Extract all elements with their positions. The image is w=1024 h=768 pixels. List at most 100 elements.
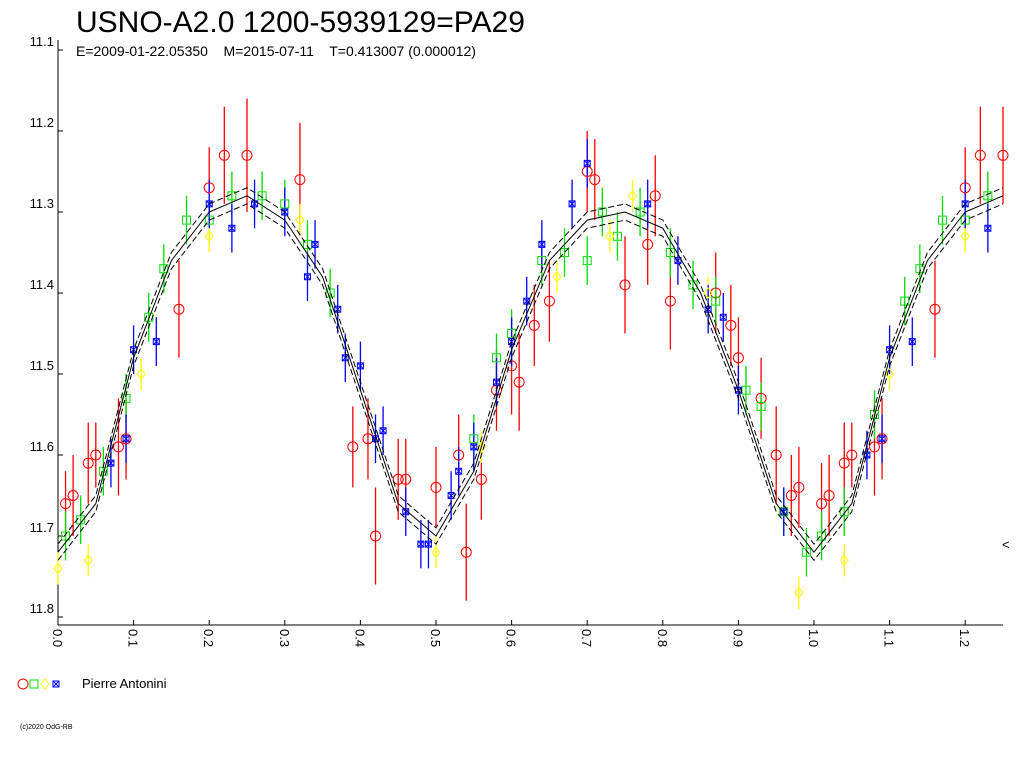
data-point bbox=[908, 338, 916, 346]
x-tick-label: 0.7 bbox=[579, 629, 594, 647]
y-tick-label: 11.7 bbox=[30, 520, 54, 535]
data-point bbox=[528, 319, 540, 331]
data-point bbox=[379, 427, 387, 435]
data-point bbox=[884, 368, 895, 380]
copyright: (c)2020 OdG-RB bbox=[20, 724, 73, 731]
fit-band bbox=[57, 203, 1004, 562]
data-point bbox=[627, 189, 638, 202]
data-point bbox=[280, 199, 290, 209]
x-tick-label: 0.3 bbox=[277, 629, 292, 647]
data-point bbox=[257, 191, 267, 201]
x-tick-label: 0.4 bbox=[352, 629, 367, 647]
data-point bbox=[755, 392, 767, 404]
data-point bbox=[228, 224, 236, 232]
data-point bbox=[218, 149, 230, 161]
data-point bbox=[703, 287, 713, 299]
fit-curve bbox=[57, 195, 1004, 554]
data-point bbox=[960, 230, 970, 243]
data-point bbox=[470, 443, 478, 451]
data-point bbox=[711, 296, 721, 306]
data-point bbox=[90, 449, 102, 461]
x-tick-label: 0.1 bbox=[126, 629, 141, 647]
data-point bbox=[513, 376, 525, 388]
data-point bbox=[455, 467, 463, 475]
y-tick-label: 11.3 bbox=[30, 196, 54, 211]
data-point bbox=[644, 200, 652, 208]
data-point bbox=[710, 287, 722, 299]
fit-band bbox=[57, 187, 1004, 545]
data-point bbox=[974, 149, 986, 161]
data-point bbox=[460, 546, 472, 558]
data-point bbox=[649, 190, 661, 202]
data-point bbox=[294, 174, 306, 186]
data-point bbox=[984, 224, 992, 232]
data-point bbox=[846, 449, 858, 461]
data-point bbox=[552, 270, 562, 283]
data-point bbox=[725, 319, 737, 331]
right-marker: < bbox=[1002, 537, 1010, 552]
data-point bbox=[430, 481, 442, 493]
data-point bbox=[204, 215, 214, 225]
data-point bbox=[983, 191, 993, 201]
data-point bbox=[453, 449, 465, 461]
legend-marker bbox=[29, 679, 39, 689]
data-point bbox=[83, 554, 93, 567]
data-point bbox=[839, 554, 849, 567]
data-point bbox=[173, 303, 185, 315]
x-tick-label: 1.0 bbox=[806, 629, 821, 647]
data-point bbox=[597, 207, 607, 217]
data-point bbox=[938, 215, 948, 225]
data-point bbox=[779, 507, 789, 517]
y-tick-label: 11.5 bbox=[30, 358, 54, 373]
data-point bbox=[152, 338, 160, 346]
y-tick-label: 11.6 bbox=[30, 439, 54, 454]
data-point bbox=[816, 498, 828, 510]
x-tick-label: 0.0 bbox=[50, 629, 65, 647]
data-point bbox=[839, 507, 849, 517]
data-point bbox=[182, 215, 192, 225]
x-tick-label: 0.5 bbox=[428, 629, 443, 647]
data-point bbox=[780, 508, 788, 516]
legend-label: Pierre Antonini bbox=[82, 676, 167, 691]
x-tick-label: 0.2 bbox=[201, 629, 216, 647]
data-point bbox=[960, 215, 970, 225]
data-point bbox=[997, 149, 1009, 161]
data-point bbox=[719, 313, 727, 321]
data-point bbox=[392, 473, 404, 485]
data-point bbox=[878, 435, 886, 443]
data-point bbox=[347, 441, 359, 453]
data-point bbox=[507, 329, 517, 338]
data-point bbox=[303, 273, 311, 281]
data-point bbox=[402, 508, 410, 516]
data-point bbox=[311, 240, 319, 248]
data-point bbox=[122, 435, 130, 443]
data-point bbox=[619, 279, 631, 291]
data-point bbox=[538, 240, 546, 248]
x-tick-label: 1.1 bbox=[882, 629, 897, 647]
x-tick-label: 1.2 bbox=[957, 629, 972, 647]
data-point bbox=[431, 546, 441, 559]
legend-marker bbox=[52, 680, 60, 688]
data-point bbox=[560, 248, 570, 257]
data-point bbox=[732, 352, 744, 364]
data-point bbox=[61, 531, 71, 541]
data-point bbox=[424, 540, 432, 548]
data-point bbox=[112, 441, 124, 453]
legend-marker bbox=[40, 678, 50, 690]
data-point bbox=[900, 296, 910, 306]
data-point bbox=[400, 473, 412, 485]
data-point bbox=[60, 498, 72, 510]
data-point bbox=[741, 385, 751, 395]
data-point bbox=[869, 410, 879, 419]
data-point bbox=[241, 149, 253, 161]
chart-subtitle: E=2009-01-22.05350 M=2015-07-11 T=0.4130… bbox=[76, 43, 476, 59]
data-point bbox=[370, 530, 382, 542]
x-tick-label: 0.6 bbox=[504, 629, 519, 647]
data-point bbox=[295, 214, 305, 226]
data-point bbox=[823, 490, 835, 501]
y-tick-label: 11.4 bbox=[30, 277, 54, 292]
data-point bbox=[770, 449, 782, 461]
chart-title: USNO-A2.0 1200-5939129=PA29 bbox=[76, 6, 525, 39]
data-point bbox=[523, 297, 531, 305]
